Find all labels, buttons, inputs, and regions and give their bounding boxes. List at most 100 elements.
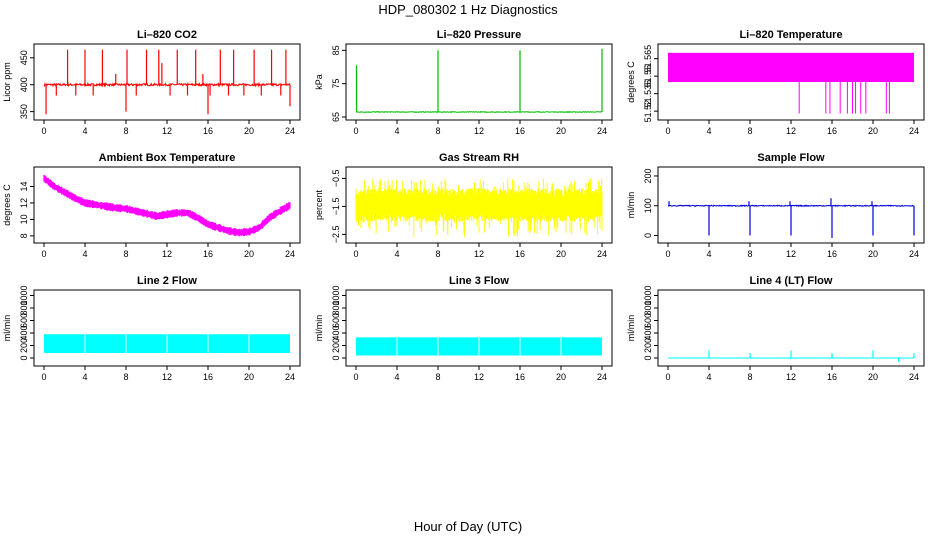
- y-tick-label: 85: [331, 45, 341, 55]
- y-tick-label: −0.5: [331, 170, 341, 188]
- x-tick-label: 12: [474, 249, 484, 259]
- y-tick-label: 200: [19, 338, 29, 353]
- x-tick-label: 16: [515, 372, 525, 382]
- panel-plot-area: [355, 178, 603, 238]
- y-tick-label: 400: [19, 77, 29, 92]
- y-axis-label: Licor ppm: [2, 62, 12, 102]
- y-tick-label: 200: [331, 338, 341, 353]
- y-tick-label: 10: [19, 214, 29, 224]
- x-tick-label: 20: [868, 249, 878, 259]
- y-axis-label: kPa: [314, 74, 324, 90]
- x-tick-label: 4: [394, 249, 399, 259]
- panel-title: Li–820 Temperature: [739, 29, 842, 41]
- y-axis-label: ml/min: [2, 315, 12, 342]
- y-tick-label: 200: [643, 168, 653, 183]
- y-tick-label: 1000: [19, 285, 29, 305]
- panel-frame: [33, 43, 301, 121]
- y-tick-label: 200: [643, 338, 653, 353]
- y-tick-label: 0: [331, 355, 341, 360]
- series-band: [43, 174, 291, 237]
- panel-plot-area: [668, 52, 914, 114]
- x-tick-label: 24: [285, 372, 295, 382]
- y-axis-label: percent: [314, 189, 324, 220]
- x-tick-label: 16: [827, 372, 837, 382]
- y-tick-label: 0: [19, 355, 29, 360]
- x-tick-label: 20: [244, 249, 254, 259]
- panel-2: Li–820 Pressure 0 4 8 12 16 20 24 65 75 85 kPa: [314, 29, 613, 136]
- y-axis-label: degrees C: [2, 184, 12, 226]
- x-tick-label: 16: [203, 126, 213, 136]
- panel-plot-area: [44, 333, 290, 354]
- series-line: [43, 81, 291, 88]
- y-axis-label: ml/min: [314, 315, 324, 342]
- x-tick-label: 12: [786, 126, 796, 136]
- y-tick-label: 100: [643, 198, 653, 213]
- panel-9: Line 4 (LT) Flow 0 4 8 12 16 20 24 0 200400600800…: [626, 275, 925, 382]
- figure-x-axis-label: Hour of Day (UTC): [414, 519, 522, 534]
- panel-title: Li–820 CO2: [137, 29, 197, 41]
- y-tick-label: 75: [331, 79, 341, 89]
- x-tick-label: 8: [747, 249, 752, 259]
- x-tick-label: 12: [474, 372, 484, 382]
- y-tick-label: 350: [19, 104, 29, 119]
- x-tick-label: 24: [597, 372, 607, 382]
- x-tick-label: 12: [162, 249, 172, 259]
- y-axis-label: degrees C: [626, 61, 636, 103]
- y-tick-label: 65: [331, 112, 341, 122]
- x-tick-label: 8: [435, 126, 440, 136]
- panel-1: Li–820 CO2 0 4 8 12 16 20 24 350 400 450 Licor ppm: [2, 29, 301, 136]
- y-tick-label: 0: [643, 355, 653, 360]
- x-tick-label: 16: [203, 372, 213, 382]
- x-tick-label: 0: [665, 372, 670, 382]
- y-tick-label: 1000: [331, 285, 341, 305]
- y-tick-label: 400: [331, 325, 341, 340]
- x-tick-label: 8: [123, 126, 128, 136]
- x-tick-label: 16: [515, 126, 525, 136]
- panel-plot-area: [355, 48, 603, 114]
- x-tick-label: 20: [556, 372, 566, 382]
- y-tick-label: 51.565: [643, 45, 653, 73]
- y-tick-label: 51.52: [643, 100, 653, 123]
- x-tick-label: 12: [162, 126, 172, 136]
- x-tick-label: 20: [556, 249, 566, 259]
- x-tick-label: 20: [868, 372, 878, 382]
- panel-frame: [33, 289, 301, 367]
- x-tick-label: 0: [665, 249, 670, 259]
- x-tick-label: 4: [394, 126, 399, 136]
- x-tick-label: 12: [786, 372, 796, 382]
- x-tick-label: 0: [665, 126, 670, 136]
- x-tick-label: 4: [394, 372, 399, 382]
- x-tick-label: 8: [123, 249, 128, 259]
- panel-title: Gas Stream RH: [439, 152, 519, 164]
- x-tick-label: 4: [706, 126, 711, 136]
- x-tick-label: 16: [827, 249, 837, 259]
- x-tick-label: 4: [706, 249, 711, 259]
- x-tick-label: 16: [203, 249, 213, 259]
- y-tick-label: 51.535: [643, 80, 653, 108]
- x-tick-label: 20: [244, 372, 254, 382]
- panel-4: Ambient Box Temperature 0 4 8 12 16 20 24 8 10 12 1…: [2, 152, 301, 259]
- y-tick-label: 1000: [643, 285, 653, 305]
- figure-title: HDP_080302 1 Hz Diagnostics: [378, 2, 558, 17]
- series-band: [355, 178, 603, 238]
- panel-title: Line 3 Flow: [449, 275, 509, 287]
- x-tick-label: 8: [435, 249, 440, 259]
- y-axis-label: ml/min: [626, 315, 636, 342]
- y-tick-label: 51.55: [643, 65, 653, 88]
- y-tick-label: 800: [19, 300, 29, 315]
- panel-6: Sample Flow 0 4 8 12 16 20 24 0 100 200 ml/min: [626, 152, 925, 259]
- panel-title: Li–820 Pressure: [437, 29, 521, 41]
- x-tick-label: 20: [244, 126, 254, 136]
- x-tick-label: 4: [82, 126, 87, 136]
- y-tick-label: 0: [643, 233, 653, 238]
- panel-plot-area: [43, 49, 291, 115]
- y-tick-label: 800: [643, 300, 653, 315]
- panel-plot-area: [667, 198, 915, 238]
- x-tick-label: 12: [474, 126, 484, 136]
- x-tick-label: 0: [353, 126, 358, 136]
- x-tick-label: 24: [909, 126, 919, 136]
- x-tick-label: 12: [786, 249, 796, 259]
